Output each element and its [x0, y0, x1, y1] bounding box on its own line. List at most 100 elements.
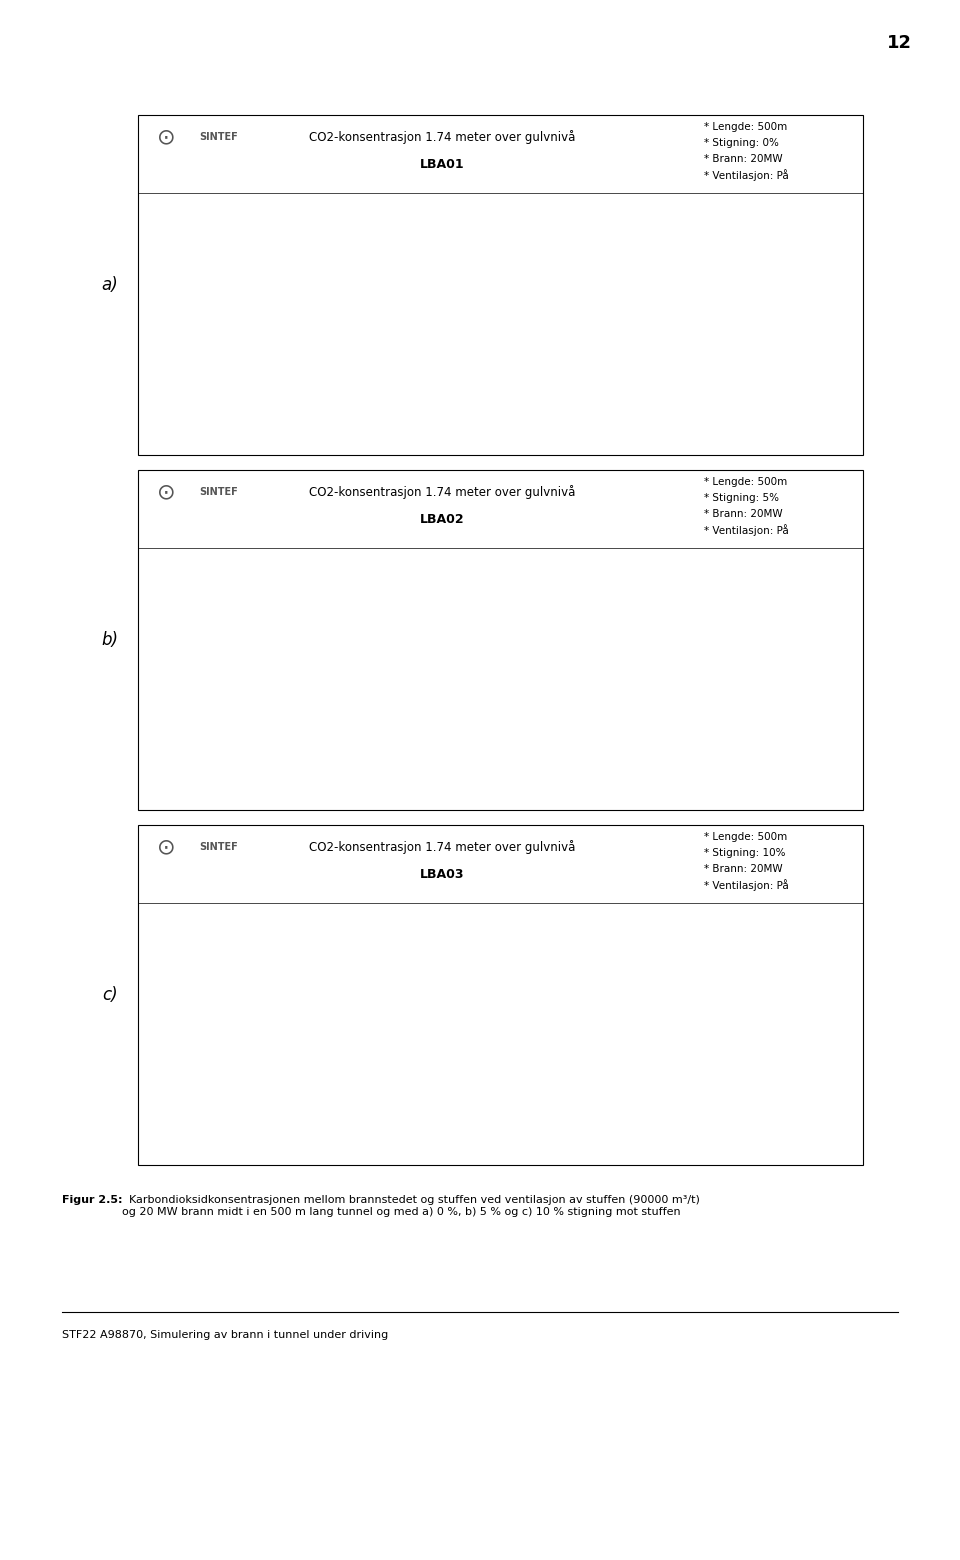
10min [342, 739, 353, 758]
50min [703, 1100, 714, 1119]
5min [239, 368, 251, 387]
40min [599, 746, 611, 764]
20min [290, 725, 301, 744]
40min [342, 1094, 353, 1112]
10min [394, 744, 405, 763]
30min [342, 1092, 353, 1111]
20min [599, 390, 611, 409]
5min [207, 992, 219, 1011]
10min [207, 707, 219, 725]
10min [315, 736, 326, 755]
10min [290, 1072, 301, 1090]
5min [187, 956, 199, 975]
5min [496, 1100, 508, 1119]
50min [342, 744, 353, 763]
Text: ⊙: ⊙ [156, 838, 176, 856]
5min [548, 1100, 560, 1119]
Y-axis label: CO2 [Vol%]: CO2 [Vol%] [154, 980, 164, 1044]
40min [496, 746, 508, 764]
50min [394, 390, 405, 409]
5min [187, 343, 199, 362]
30min [207, 354, 219, 373]
40min [548, 390, 560, 409]
60min [187, 1100, 199, 1119]
Line: 5min: 5min [190, 683, 710, 758]
40min [548, 746, 560, 764]
Line: 30min: 30min [190, 693, 710, 758]
10min [599, 746, 611, 764]
30min [651, 390, 662, 409]
5min [290, 379, 301, 398]
10min [207, 349, 219, 368]
Legend: 5min, 10min, 20min, 30min, 40min, 50min, 60min: 5min, 10min, 20min, 30min, 40min, 50min,… [724, 212, 802, 331]
Text: CO2-konsentrasjon 1.74 meter over gulvnivå: CO2-konsentrasjon 1.74 meter over gulvni… [309, 839, 576, 853]
50min [187, 732, 199, 750]
20min [342, 1090, 353, 1109]
Text: STF22 A98870, Simulering av brann i tunnel under driving: STF22 A98870, Simulering av brann i tunn… [62, 1331, 389, 1340]
30min [207, 707, 219, 725]
Text: LBA03: LBA03 [420, 869, 465, 881]
30min [651, 1100, 662, 1119]
X-axis label: Avstand fra brannen [m]: Avstand fra brannen [m] [382, 780, 519, 791]
20min [703, 390, 714, 409]
10min [703, 1100, 714, 1119]
30min [394, 1098, 405, 1117]
60min [599, 1100, 611, 1119]
50min [444, 1100, 456, 1119]
50min [187, 1081, 199, 1100]
10min [444, 1100, 456, 1119]
20min [239, 716, 251, 735]
30min [207, 1042, 219, 1061]
40min [342, 741, 353, 760]
20min [187, 343, 199, 362]
30min [548, 746, 560, 764]
40min [239, 1061, 251, 1080]
60min [496, 390, 508, 409]
20min [599, 1100, 611, 1119]
40min [394, 744, 405, 763]
Text: * Stigning: 5%: * Stigning: 5% [704, 493, 779, 502]
60min [548, 1100, 560, 1119]
40min [703, 1100, 714, 1119]
50min [496, 1100, 508, 1119]
Text: SINTEF: SINTEF [200, 487, 238, 498]
30min [394, 390, 405, 409]
20min [548, 746, 560, 764]
5min [599, 390, 611, 409]
Line: 5min: 5min [190, 349, 710, 402]
Text: ⊙: ⊙ [156, 126, 176, 147]
20min [187, 677, 199, 696]
10min [207, 1012, 219, 1031]
10min [496, 390, 508, 409]
Line: 50min: 50min [190, 1087, 710, 1112]
40min [290, 730, 301, 749]
5min [651, 746, 662, 764]
20min [394, 1097, 405, 1115]
Text: ⊙: ⊙ [156, 482, 176, 502]
Legend: 5min, 10min, 20min, 30min, 40min, 50min, 60min: 5min, 10min, 20min, 30min, 40min, 50min,… [724, 568, 802, 685]
30min [703, 1100, 714, 1119]
50min [394, 746, 405, 764]
Text: Figur 2.5:: Figur 2.5: [62, 1195, 123, 1204]
Text: c): c) [102, 986, 118, 1005]
50min [444, 390, 456, 409]
50min [290, 1094, 301, 1112]
50min [548, 746, 560, 764]
Text: * Stigning: 10%: * Stigning: 10% [704, 849, 785, 858]
5min [444, 744, 456, 763]
10min [187, 986, 199, 1005]
60min [599, 746, 611, 764]
50min [599, 746, 611, 764]
Text: 12: 12 [887, 34, 912, 53]
5min [342, 696, 353, 714]
20min [651, 390, 662, 409]
10min [239, 722, 251, 741]
10min [496, 1100, 508, 1119]
20min [496, 1100, 508, 1119]
20min [599, 746, 611, 764]
30min [187, 1031, 199, 1050]
40min [703, 746, 714, 764]
40min [207, 1045, 219, 1064]
20min [703, 1100, 714, 1119]
20min [444, 390, 456, 409]
